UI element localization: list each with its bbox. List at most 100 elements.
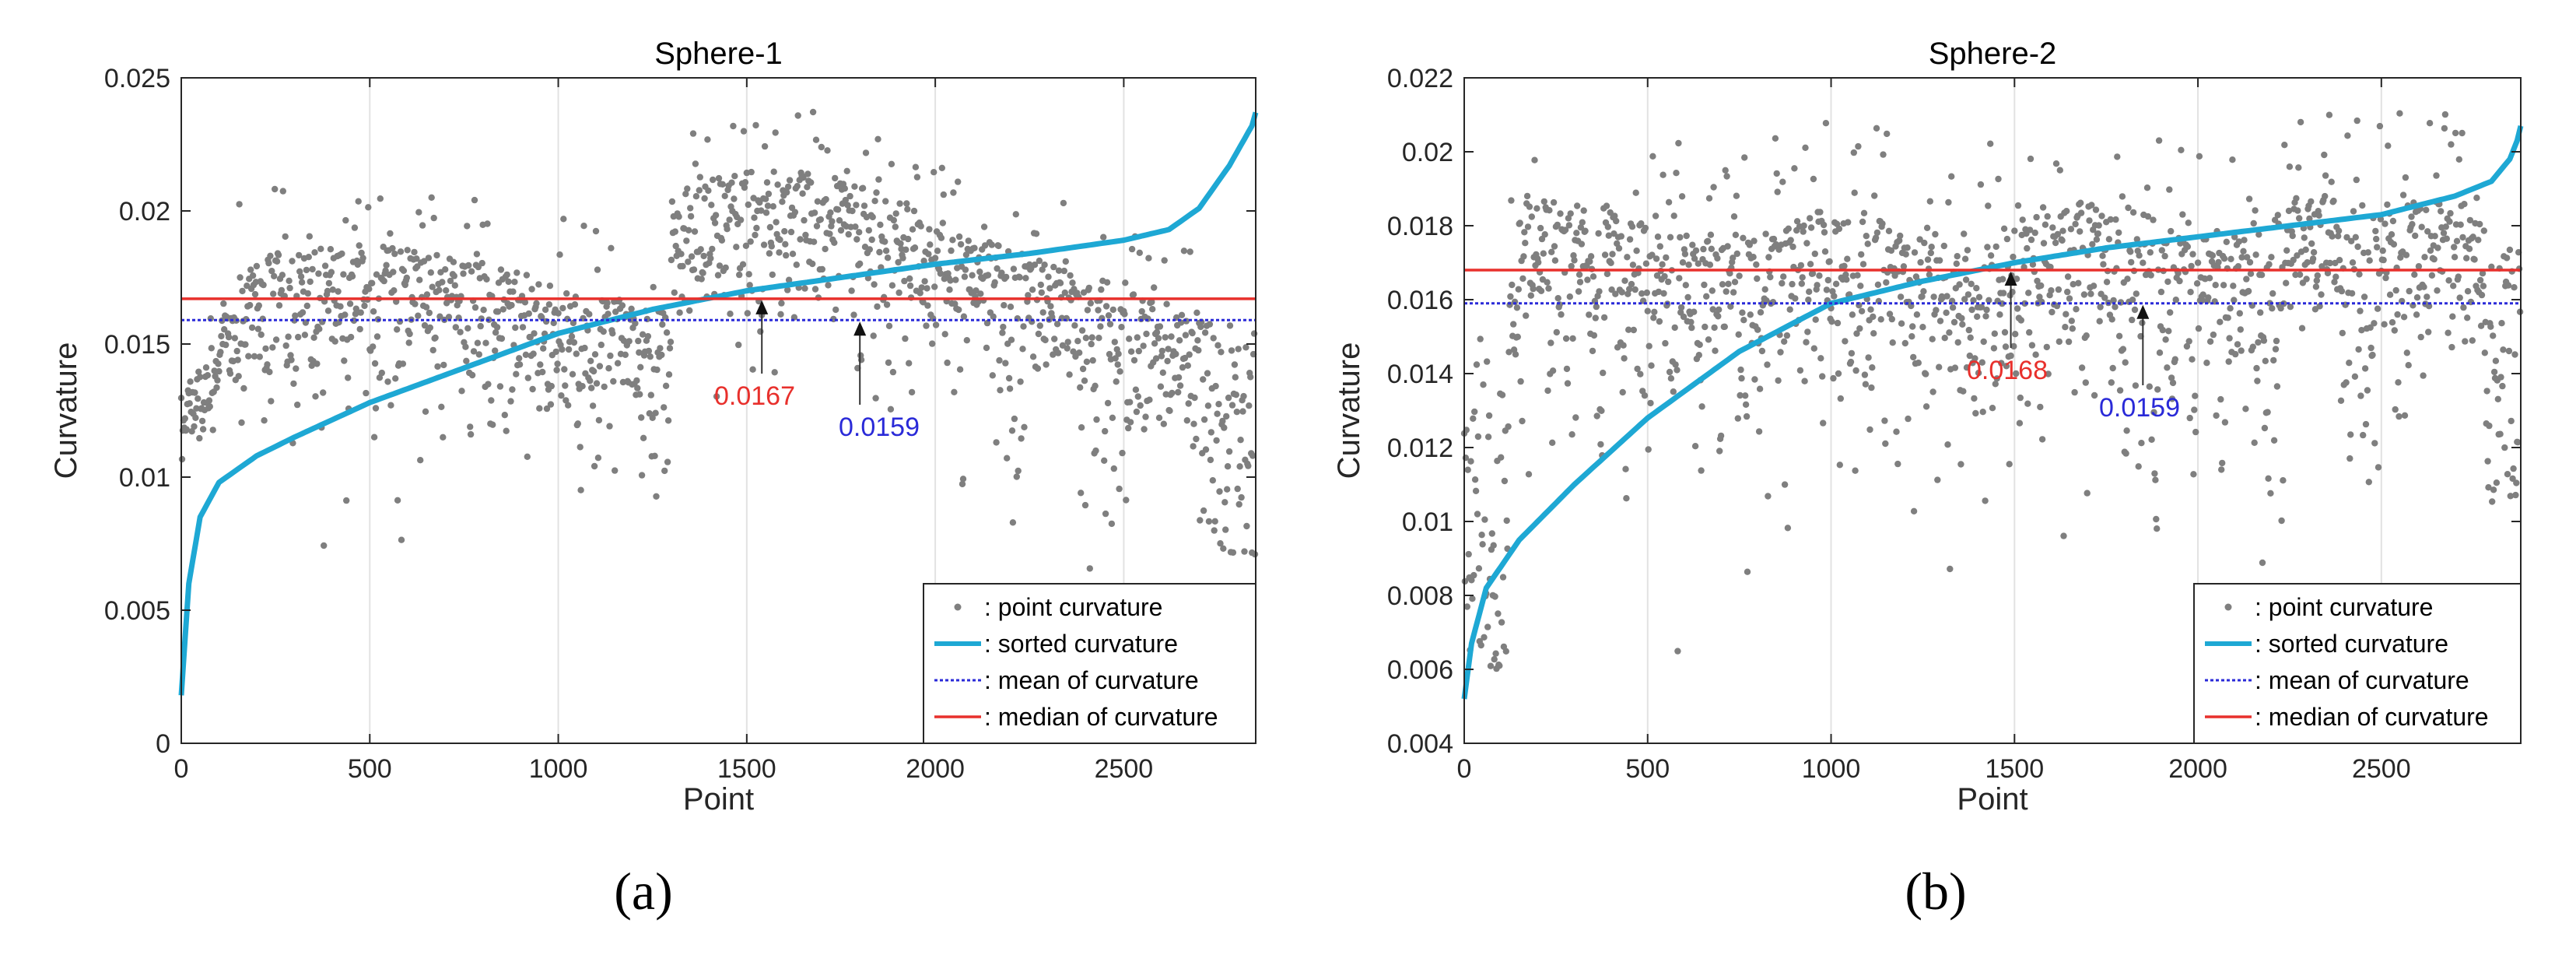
curvature-point xyxy=(539,368,546,376)
curvature-point xyxy=(1593,303,1600,311)
curvature-point xyxy=(794,112,801,119)
curvature-point xyxy=(2218,466,2225,473)
curvature-point xyxy=(836,217,843,224)
curvature-point xyxy=(1650,314,1657,321)
curvature-point xyxy=(1787,237,1794,244)
curvature-point xyxy=(349,272,356,280)
curvature-point xyxy=(1586,311,1593,318)
curvature-point xyxy=(1226,322,1234,329)
curvature-point xyxy=(2434,287,2441,294)
curvature-point xyxy=(432,334,439,342)
curvature-point xyxy=(719,181,726,188)
curvature-point xyxy=(1137,402,1144,409)
curvature-point xyxy=(2413,311,2420,318)
curvature-point xyxy=(1007,304,1015,311)
curvature-point xyxy=(343,497,350,504)
curvature-point xyxy=(1022,275,1029,282)
curvature-point xyxy=(748,168,755,176)
curvature-point xyxy=(2044,212,2051,220)
curvature-point xyxy=(1688,318,1695,325)
curvature-point xyxy=(753,224,760,232)
curvature-point xyxy=(2361,365,2369,372)
curvature-point xyxy=(2476,276,2484,284)
curvature-point xyxy=(2003,235,2011,243)
curvature-point xyxy=(1548,248,1555,255)
curvature-point xyxy=(315,270,322,277)
curvature-point xyxy=(1832,280,1840,287)
curvature-point xyxy=(324,307,332,314)
curvature-point xyxy=(1850,149,1857,156)
curvature-point xyxy=(366,286,373,293)
curvature-point xyxy=(2091,391,2098,399)
curvature-point xyxy=(328,269,335,276)
curvature-point xyxy=(1698,467,1705,474)
curvature-point xyxy=(1158,353,1165,360)
curvature-point xyxy=(1700,245,1707,253)
curvature-point xyxy=(1656,318,1663,325)
curvature-point xyxy=(1210,335,1217,342)
curvature-point xyxy=(1800,228,1807,235)
curvature-point xyxy=(1954,253,1961,260)
curvature-point xyxy=(2321,151,2328,159)
curvature-point xyxy=(1642,224,1649,232)
curvature-point xyxy=(2392,406,2399,413)
curvature-point xyxy=(382,267,389,274)
curvature-point xyxy=(2013,305,2021,312)
curvature-point xyxy=(991,279,998,286)
curvature-point xyxy=(801,285,808,292)
curvature-point xyxy=(2515,439,2522,446)
curvature-point xyxy=(2338,287,2346,295)
curvature-point xyxy=(765,190,773,198)
curvature-point xyxy=(397,248,405,255)
curvature-point xyxy=(2391,327,2398,334)
curvature-point xyxy=(1995,175,2002,183)
curvature-point xyxy=(2169,379,2177,387)
curvature-point xyxy=(741,184,748,191)
curvature-point xyxy=(2243,276,2250,283)
curvature-point xyxy=(810,238,818,245)
curvature-point xyxy=(773,219,780,226)
curvature-point xyxy=(594,455,602,462)
curvature-point xyxy=(181,415,188,422)
curvature-point xyxy=(1837,395,1844,402)
curvature-point xyxy=(2059,227,2066,234)
curvature-point xyxy=(887,406,895,413)
curvature-point xyxy=(1864,240,1871,248)
curvature-point xyxy=(1206,321,1214,328)
curvature-point xyxy=(1909,323,1916,330)
curvature-point xyxy=(2461,201,2468,208)
curvature-point xyxy=(1977,181,1985,188)
curvature-point xyxy=(2423,206,2430,213)
curvature-point xyxy=(601,383,608,391)
curvature-point xyxy=(249,272,257,279)
curvature-point xyxy=(499,306,506,313)
curvature-point xyxy=(309,265,316,273)
curvature-point xyxy=(2108,379,2115,386)
curvature-point xyxy=(1590,332,1598,339)
curvature-point xyxy=(899,255,906,262)
curvature-point xyxy=(1127,348,1135,355)
curvature-point xyxy=(2010,253,2017,261)
curvature-point xyxy=(355,198,362,205)
curvature-point xyxy=(1951,364,1959,371)
curvature-point xyxy=(2159,326,2166,334)
curvature-point xyxy=(325,279,333,287)
curvature-point xyxy=(727,311,734,318)
curvature-point xyxy=(2312,283,2320,290)
curvature-point xyxy=(1762,230,1769,237)
curvature-point xyxy=(1589,347,1596,355)
curvature-point xyxy=(2153,515,2160,523)
curvature-point xyxy=(1134,334,1141,341)
curvature-point xyxy=(2148,436,2155,443)
curvature-point xyxy=(2066,295,2073,302)
curvature-point xyxy=(1517,377,1524,385)
curvature-point xyxy=(1102,303,1110,310)
curvature-point xyxy=(2212,282,2219,289)
curvature-point xyxy=(786,177,794,184)
curvature-point xyxy=(2152,476,2159,483)
curvature-point xyxy=(852,223,859,230)
y-tick-label: 0.006 xyxy=(1387,655,1453,685)
curvature-point xyxy=(2479,270,2487,277)
curvature-point xyxy=(1200,376,1207,383)
curvature-point xyxy=(2421,254,2428,261)
